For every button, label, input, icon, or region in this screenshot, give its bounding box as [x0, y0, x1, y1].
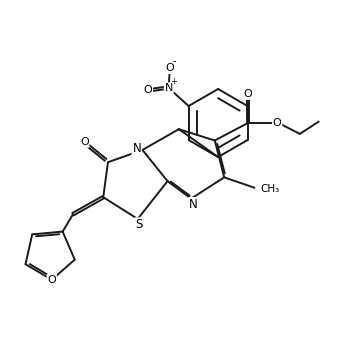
Text: N: N [164, 83, 173, 93]
Text: O: O [143, 85, 152, 95]
Text: O: O [47, 275, 56, 285]
Text: S: S [135, 218, 142, 231]
Text: O: O [244, 89, 252, 99]
Text: N: N [132, 141, 141, 155]
Text: CH₃: CH₃ [260, 184, 279, 194]
Text: +: + [170, 77, 177, 86]
Text: -: - [173, 57, 176, 66]
Text: O: O [273, 118, 281, 128]
Text: O: O [80, 137, 89, 147]
Text: O: O [165, 63, 174, 73]
Text: N: N [189, 198, 198, 211]
